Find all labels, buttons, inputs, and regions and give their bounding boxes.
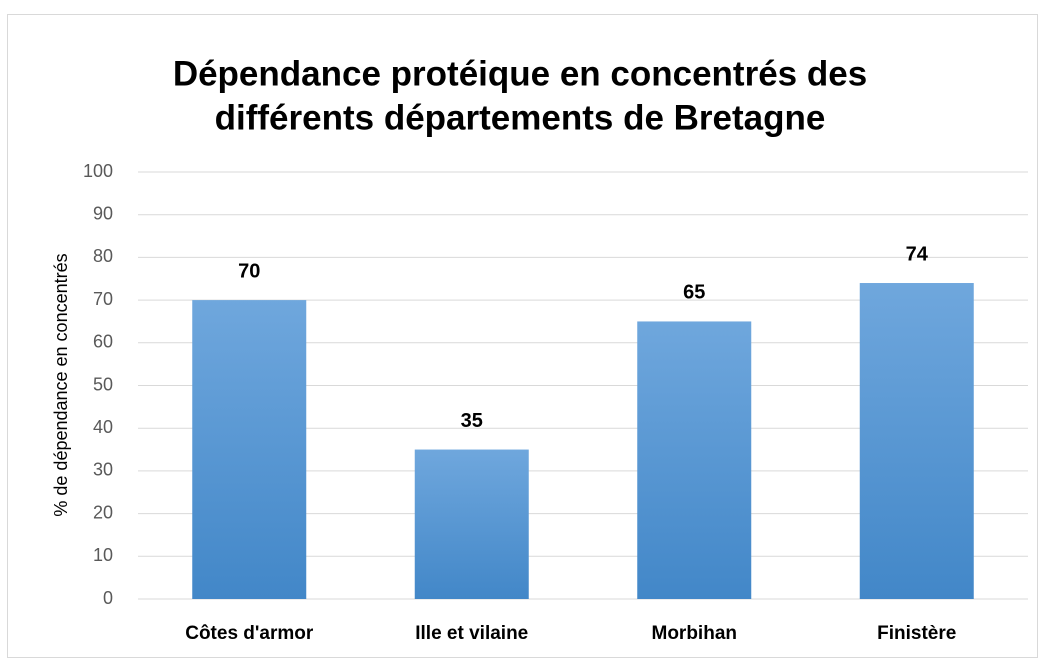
bar: [192, 300, 307, 599]
y-tick-label: 70: [93, 289, 113, 309]
x-tick-label: Ille et vilaine: [415, 623, 528, 644]
y-tick-label: 60: [93, 332, 113, 352]
chart-title: différents départements de Bretagne: [215, 98, 826, 137]
data-label: 74: [906, 243, 929, 265]
bar: [414, 449, 529, 599]
chart-title: Dépendance protéique en concentrés des: [173, 54, 867, 93]
y-tick-label: 80: [93, 246, 113, 266]
y-tick-label: 40: [93, 417, 113, 437]
y-tick-label: 30: [93, 460, 113, 480]
x-tick-label: Côtes d'armor: [185, 623, 314, 644]
y-tick-label: 100: [83, 161, 113, 181]
data-label: 35: [461, 410, 483, 432]
y-tick-label: 50: [93, 374, 113, 394]
y-tick-label: 20: [93, 502, 113, 522]
bar: [859, 283, 974, 599]
y-axis-label: % de dépendance en concentrés: [51, 253, 71, 516]
y-tick-label: 10: [93, 545, 113, 565]
bar: [637, 321, 752, 599]
x-tick-label: Morbihan: [652, 623, 738, 644]
y-tick-label: 0: [103, 588, 113, 608]
data-label: 70: [238, 260, 260, 282]
data-label: 65: [683, 282, 705, 304]
y-tick-label: 90: [93, 203, 113, 223]
x-tick-label: Finistère: [877, 623, 956, 644]
